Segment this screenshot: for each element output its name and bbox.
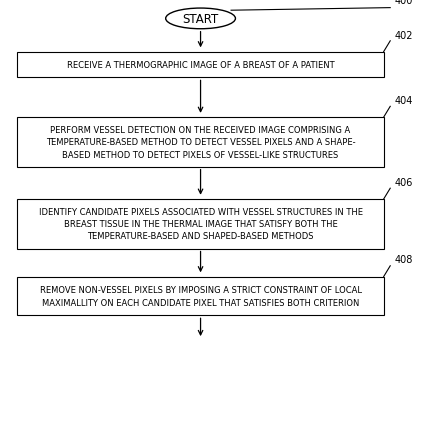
Text: START: START: [182, 13, 219, 26]
Text: 402: 402: [395, 31, 413, 40]
Text: 408: 408: [395, 255, 413, 265]
Text: PERFORM VESSEL DETECTION ON THE RECEIVED IMAGE COMPRISING A
TEMPERATURE-BASED ME: PERFORM VESSEL DETECTION ON THE RECEIVED…: [46, 126, 355, 159]
FancyBboxPatch shape: [17, 277, 384, 316]
Text: 406: 406: [395, 178, 413, 187]
Text: REMOVE NON-VESSEL PIXELS BY IMPOSING A STRICT CONSTRAINT OF LOCAL
MAXIMALLITY ON: REMOVE NON-VESSEL PIXELS BY IMPOSING A S…: [40, 286, 361, 307]
Text: 404: 404: [395, 96, 413, 106]
FancyBboxPatch shape: [17, 52, 384, 78]
FancyBboxPatch shape: [17, 200, 384, 249]
Text: IDENTIFY CANDIDATE PIXELS ASSOCIATED WITH VESSEL STRUCTURES IN THE
BREAST TISSUE: IDENTIFY CANDIDATE PIXELS ASSOCIATED WIT…: [38, 208, 363, 241]
Text: RECEIVE A THERMOGRAPHIC IMAGE OF A BREAST OF A PATIENT: RECEIVE A THERMOGRAPHIC IMAGE OF A BREAS…: [67, 61, 334, 70]
FancyBboxPatch shape: [17, 118, 384, 167]
Text: 400: 400: [395, 0, 413, 6]
